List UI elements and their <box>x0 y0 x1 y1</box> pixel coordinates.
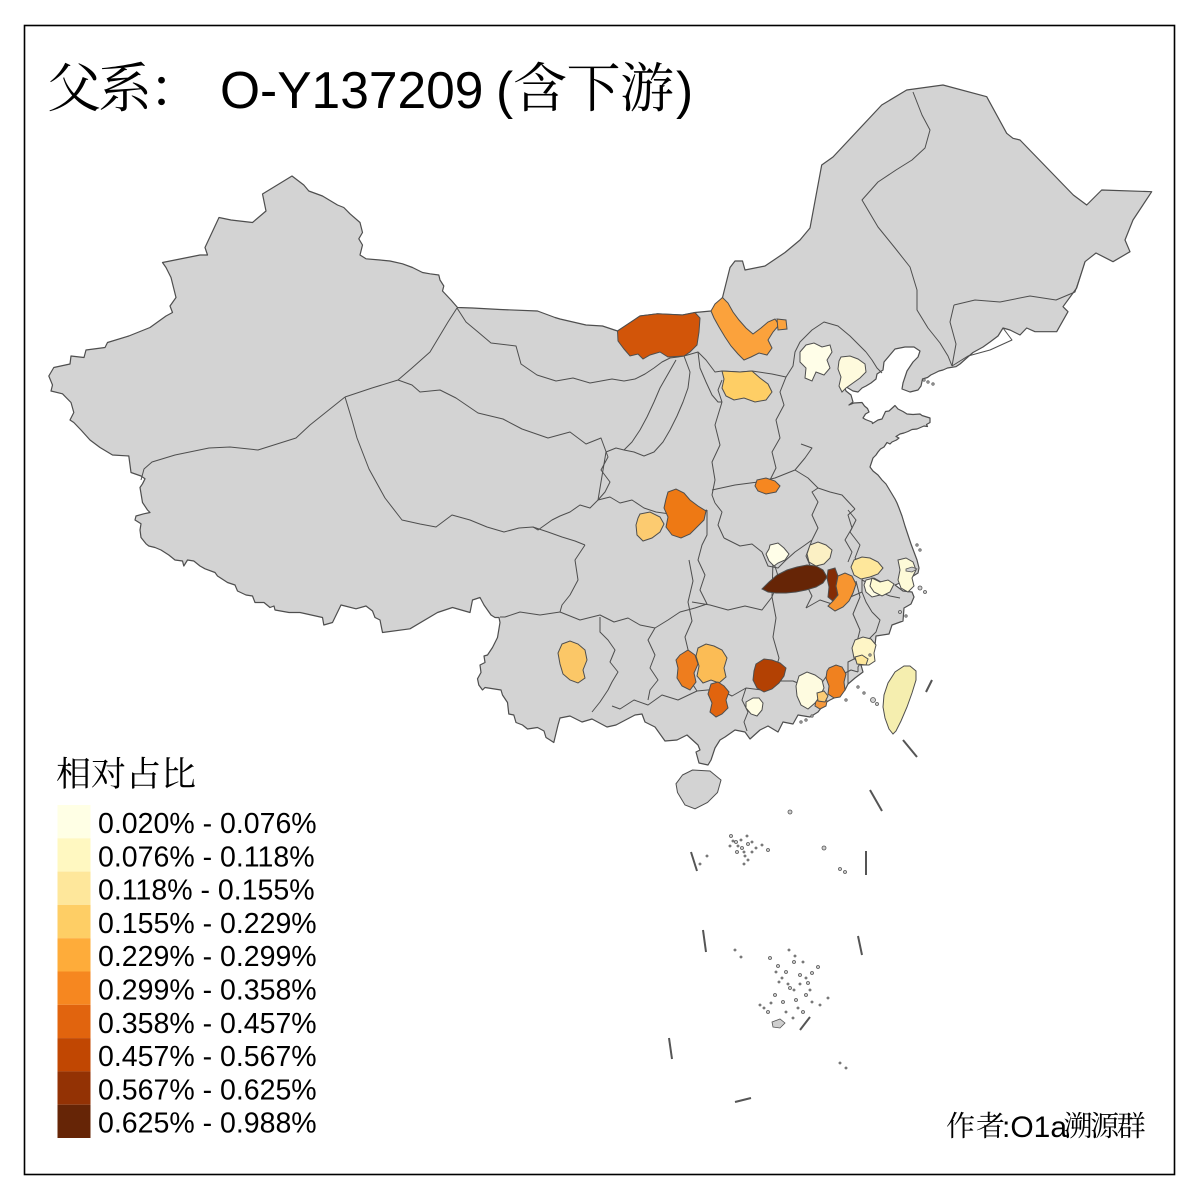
svg-text:): ) <box>676 61 693 119</box>
svg-text:0.567% - 0.625%: 0.567% - 0.625% <box>98 1074 317 1106</box>
svg-text:0.625% - 0.988%: 0.625% - 0.988% <box>98 1108 317 1140</box>
svg-text:0.457% - 0.567%: 0.457% - 0.567% <box>98 1041 317 1073</box>
svg-text:0.299% - 0.358%: 0.299% - 0.358% <box>98 975 317 1007</box>
svg-text:O-Y137209: O-Y137209 <box>220 61 483 119</box>
svg-text:0.229% - 0.299%: 0.229% - 0.299% <box>98 941 317 973</box>
svg-text:0.155% - 0.229%: 0.155% - 0.229% <box>98 908 317 940</box>
svg-text:0.020% - 0.076%: 0.020% - 0.076% <box>98 808 317 840</box>
svg-text:0.076% - 0.118%: 0.076% - 0.118% <box>98 841 315 873</box>
svg-text:(: ( <box>496 61 513 119</box>
svg-text:0.358% - 0.457%: 0.358% - 0.457% <box>98 1008 317 1040</box>
svg-text:0.118% - 0.155%: 0.118% - 0.155% <box>98 875 315 907</box>
svg-text::O1a: :O1a <box>1002 1111 1067 1144</box>
